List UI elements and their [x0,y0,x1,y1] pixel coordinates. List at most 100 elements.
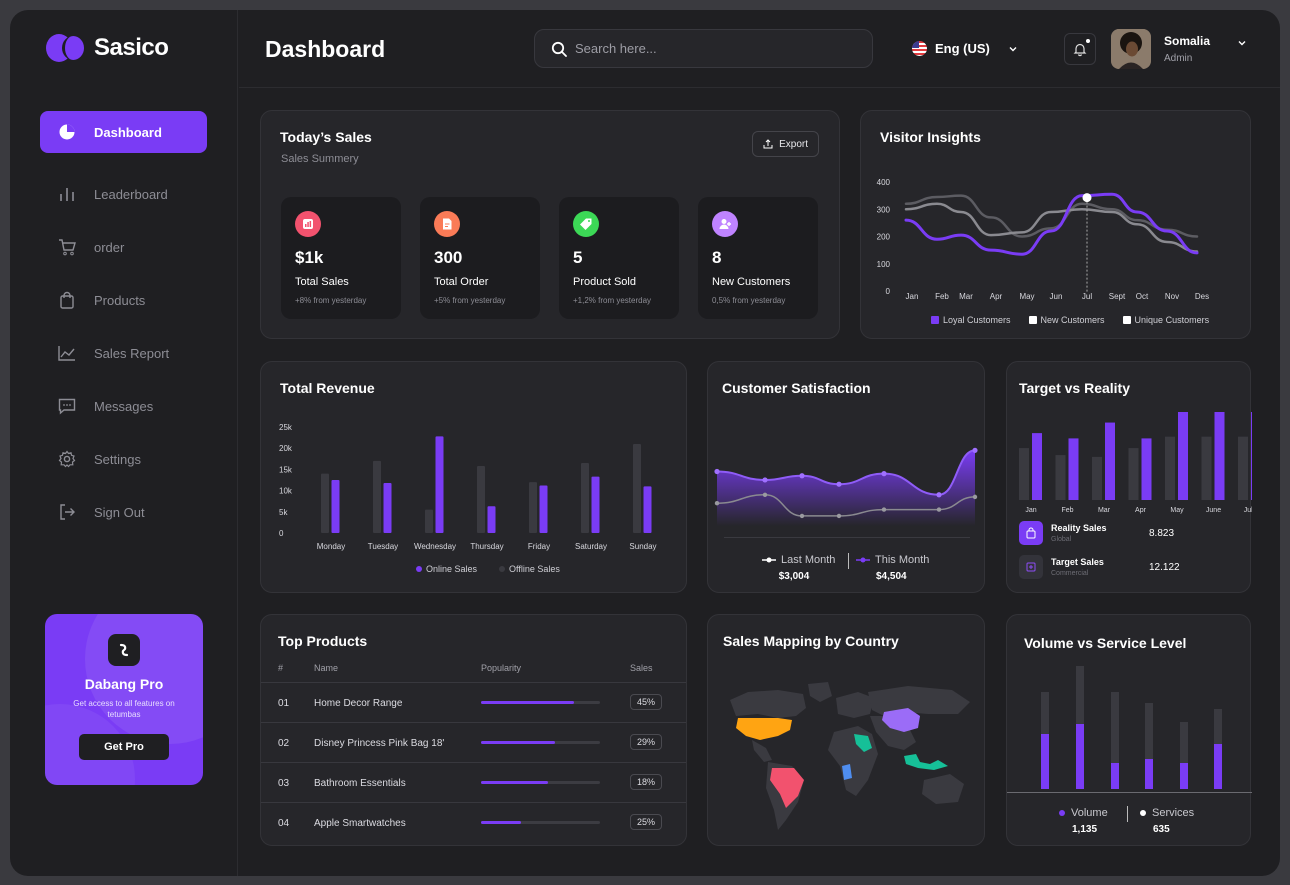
todays-sales-card: Today’s Sales Sales Summery Export $1k To… [260,110,840,339]
online-sales-bar [383,482,392,533]
x-tick-label: Oct [1136,292,1149,301]
hover-point[interactable] [1082,193,1092,203]
stat-value: 5 [573,248,583,267]
sidebar-item-messages[interactable]: Messages [40,385,207,427]
visitor-legend: Loyal Customers New Customers Unique Cus… [931,315,1209,325]
notifications-button[interactable] [1064,33,1096,65]
export-icon [763,139,773,149]
x-tick-label: Des [1195,292,1209,301]
this-month-area [717,450,975,526]
card-title: Top Products [278,633,368,649]
search-input[interactable] [575,41,855,56]
this-month-line-icon [856,557,870,563]
volume-bar [1214,744,1222,789]
table-row[interactable]: 04 Apple Smartwatches 25% [261,802,686,842]
table-row[interactable]: 02 Disney Princess Pink Bag 18' 29% [261,722,686,762]
logo[interactable]: Sasico [46,34,169,62]
notification-dot [1085,38,1091,44]
vertical-divider [1127,806,1128,822]
x-tick-label: Mar [959,292,973,301]
map-usa [736,718,792,740]
user-info[interactable]: Somalia Admin [1164,34,1210,64]
avatar[interactable] [1111,29,1151,69]
this-month-point [799,473,805,479]
volume-vs-service-card: Volume vs Service Level Volume 1,135 Ser… [1006,614,1252,846]
services-label: Services [1152,807,1195,819]
x-tick-label: Saturday [575,542,607,551]
col-num: # [278,663,284,673]
reality-bar [1165,436,1175,500]
sales-mapping-card: Sales Mapping by Country [707,614,985,846]
x-tick-label: June [1206,507,1221,514]
export-button[interactable]: Export [752,131,819,157]
col-popularity: Popularity [481,663,522,673]
this-month-point [972,447,978,453]
card-title: Total Revenue [280,380,375,396]
volume-bar [1041,734,1049,789]
target-sales-label: Target Sales [1051,557,1104,567]
sidebar-item-products[interactable]: Products [40,279,207,321]
language-label: Eng (US) [935,41,990,56]
volume-dot [1059,810,1065,816]
sidebar-item-sign-out[interactable]: Sign Out [40,491,207,533]
product-name: Home Decor Range [314,698,403,709]
reality-bar [1128,448,1139,500]
row-number: 01 [278,698,290,709]
search-bar[interactable] [534,29,873,68]
x-tick-label: Feb [1061,507,1073,514]
product-name: Apple Smartwatches [314,818,406,829]
y-tick-label: 200 [877,233,891,242]
legend-new: New Customers [1040,315,1105,325]
y-tick-label: 0 [886,287,891,296]
sidebar-item-label: Messages [94,398,154,414]
sidebar-item-sales-report[interactable]: Sales Report [40,332,207,374]
sidebar-item-order[interactable]: order [40,226,207,268]
cart-icon [59,239,76,256]
x-tick-label: Apr [990,292,1003,301]
sidebar-item-dashboard[interactable]: Dashboard [40,111,207,153]
target-vs-reality-chart: Jan Feb Mar Apr May June July [1019,412,1252,514]
get-pro-button[interactable]: Get Pro [79,734,169,760]
language-selector[interactable]: Eng (US) [912,41,1020,56]
row-number: 04 [278,818,290,829]
bar-chart-icon [60,188,74,201]
document-icon [434,211,460,237]
world-map [730,682,970,830]
last-month-point [836,513,842,519]
sidebar-item-leaderboard[interactable]: Leaderboard [40,173,207,215]
product-name: Bathroom Essentials [314,778,406,789]
offline-sales-bar [581,463,589,533]
x-tick-label: Sunday [629,542,656,551]
stat-label: New Customers [712,276,791,288]
volume-vs-service-chart [1041,666,1222,789]
sales-badge: 18% [630,774,663,790]
message-icon [58,398,76,415]
y-tick-label: 100 [877,260,891,269]
map-russia-asia [868,686,970,716]
sidebar-item-label: Settings [94,451,141,467]
dabang-logo-icon [108,634,140,666]
target-bar [1032,433,1042,500]
y-tick-label: 10k [279,487,293,496]
total-revenue-card: Total Revenue 25k 20k 15k 10k 5k 0 Monday Tuesd… [260,361,687,593]
table-row[interactable]: 03 Bathroom Essentials 18% [261,762,686,802]
table-row[interactable]: 01 Home Decor Range 45% [261,682,686,722]
search-icon [551,41,567,57]
x-tick-label: Nov [1165,292,1179,301]
legend-online: Online Sales [426,564,478,574]
map-australia [922,774,964,804]
online-sales-bar [435,436,444,533]
card-subtitle: Sales Summery [281,153,359,165]
user-menu-chevron-icon[interactable] [1235,36,1249,50]
sales-badge: 29% [630,734,663,750]
customer-satisfaction-chart [714,447,978,526]
offline-sales-bar [477,466,485,533]
x-tick-label: Mar [1098,507,1111,514]
revenue-legend: Online Sales Offline Sales [416,564,560,574]
target-bar [1251,412,1252,500]
sidebar-item-label: Products [94,292,146,308]
target-bar [1068,438,1079,500]
target-bar [1105,422,1115,500]
sidebar-item-settings[interactable]: Settings [40,438,207,480]
sidebar-item-label: order [94,239,125,255]
